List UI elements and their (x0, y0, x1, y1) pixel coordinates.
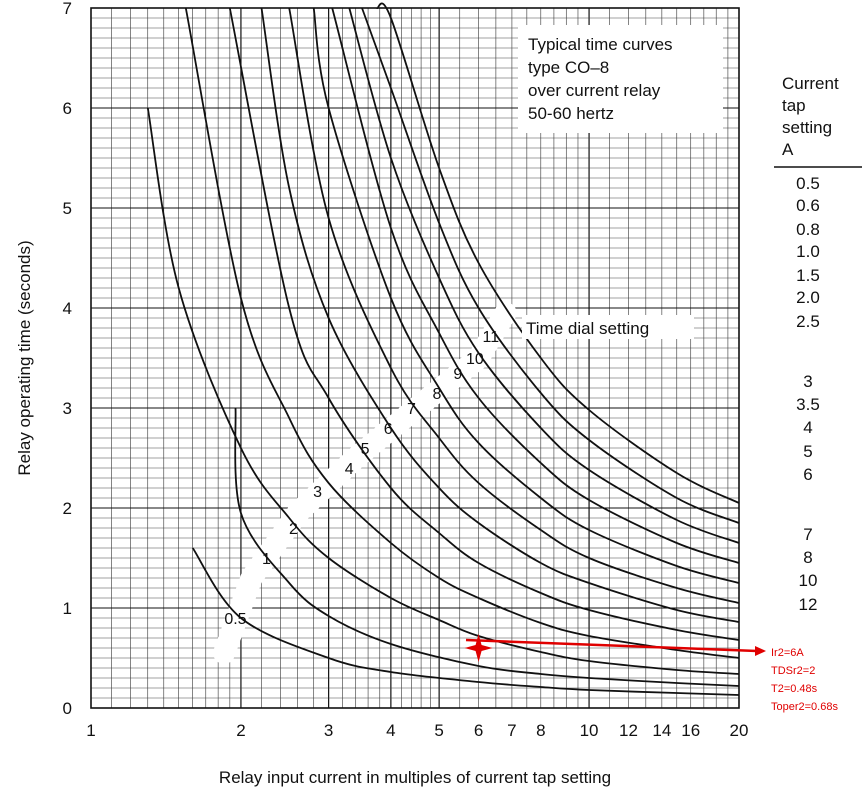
curve-td-9 (348, 7, 740, 544)
x-tick-label: 2 (236, 721, 245, 740)
y-tick-label: 4 (63, 299, 72, 318)
annotation-arrow-head (755, 646, 766, 656)
curve-label: 1 (262, 551, 271, 568)
curve-td-10 (361, 7, 740, 524)
x-tick-label: 4 (386, 721, 395, 740)
y-tick-label: 2 (63, 499, 72, 518)
annotation-marker (464, 634, 493, 662)
y-tick-label: 3 (63, 399, 72, 418)
curve-label: 10 (466, 351, 484, 368)
curve-label: 0.5 (224, 611, 246, 628)
time-dial-label-bg (522, 315, 694, 339)
y-tick-label: 0 (63, 699, 72, 718)
x-tick-label: 6 (474, 721, 483, 740)
tap-header-line-3: setting (782, 118, 832, 137)
annotation-line-1: Ir2=6A (771, 647, 804, 659)
tap-value: 8 (803, 548, 812, 567)
tap-header-line-2: tap (782, 96, 806, 115)
tap-value: 1.0 (796, 242, 820, 261)
curve-td-4 (228, 7, 740, 641)
title-box (518, 25, 723, 133)
annotation-line-4: Toper2=0.68s (771, 701, 838, 713)
curve-label: 3 (313, 484, 322, 501)
y-tick-label: 7 (63, 0, 72, 18)
tap-value: 2.5 (796, 312, 820, 331)
tap-value: 1.5 (796, 266, 820, 285)
curve-td-2 (146, 107, 740, 675)
curve-td-7 (312, 7, 740, 584)
y-tick-label: 6 (63, 99, 72, 118)
x-tick-label: 5 (434, 721, 443, 740)
curve-label: 4 (345, 461, 354, 478)
annotation-line-2: TDSr2=2 (771, 665, 815, 677)
chart-title-line-2: type CO–8 (528, 58, 609, 77)
y-axis-title: Relay operating time (seconds) (15, 240, 34, 475)
x-tick-label: 1 (86, 721, 95, 740)
x-tick-label: 7 (507, 721, 516, 740)
curve-td-1 (234, 407, 740, 687)
tap-value: 0.5 (796, 174, 820, 193)
chart-title-line-1: Typical time curves (528, 35, 673, 54)
tap-value: 3.5 (796, 395, 820, 414)
x-tick-label: 10 (580, 721, 599, 740)
tap-value: 7 (803, 525, 812, 544)
curve-label: 5 (361, 441, 370, 458)
x-tick-label: 12 (619, 721, 638, 740)
tap-value: 0.6 (796, 196, 820, 215)
y-tick-label: 1 (63, 599, 72, 618)
curve-label: 8 (433, 386, 442, 403)
y-tick-label: 5 (63, 199, 72, 218)
time-dial-band (213, 302, 517, 664)
tap-value: 0.8 (796, 220, 820, 239)
curve-label: 11 (483, 329, 500, 346)
grid (91, 8, 739, 708)
tap-value: 10 (799, 571, 818, 590)
tap-value: 3 (803, 372, 812, 391)
tap-value: 12 (799, 595, 818, 614)
curve-td-0-5 (191, 547, 740, 696)
tap-header-line-1: Current (782, 74, 839, 93)
tap-values: 0.5 0.6 0.8 1.0 1.5 2.0 2.5 3 3.5 4 5 6 7 8 10 12 (796, 174, 820, 614)
tap-value: 6 (803, 465, 812, 484)
annotation-arrow-line (465, 638, 758, 653)
curve-td-3 (184, 7, 740, 659)
time-dial-label: Time dial setting (526, 319, 649, 338)
curve-label: 9 (453, 366, 462, 383)
x-tick-label: 16 (681, 721, 700, 740)
x-tick-label: 14 (652, 721, 671, 740)
curve-td-8 (331, 7, 740, 564)
tap-header-line-4: A (782, 140, 794, 159)
x-tick-label: 20 (730, 721, 749, 740)
annotation (464, 634, 766, 662)
tap-value: 5 (803, 442, 812, 461)
curve-td-6 (288, 7, 740, 604)
tap-setting-table: Current tap setting A 0.5 0.6 0.8 1.0 1.5 2.0… (774, 74, 862, 614)
x-axis-title: Relay input current in multiples of curr… (219, 768, 611, 787)
annotation-line-3: T2=0.48s (771, 683, 818, 695)
tap-value: 2.0 (796, 288, 820, 307)
plot-frame (90, 7, 740, 709)
curve-td-11 (376, 2, 740, 504)
curve-label: 2 (289, 521, 298, 538)
x-tick-label: 3 (324, 721, 333, 740)
chart-title-line-4: 50-60 hertz (528, 104, 614, 123)
curve-label: 7 (407, 401, 416, 418)
tap-value: 4 (803, 418, 812, 437)
curve-label: 6 (384, 421, 393, 438)
x-tick-label: 8 (536, 721, 545, 740)
curve-td-5 (260, 7, 740, 623)
chart-title-line-3: over current relay (528, 81, 661, 100)
